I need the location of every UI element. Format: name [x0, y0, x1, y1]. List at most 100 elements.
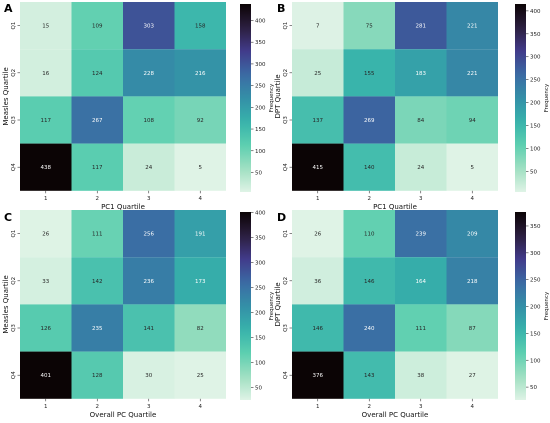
panel-letter: B: [277, 2, 285, 15]
cell-value-label: 109: [92, 24, 103, 30]
cell-value-label: 108: [144, 118, 155, 124]
colorbar: [240, 212, 251, 400]
heatmap-cell: [343, 2, 395, 50]
heatmap-cell: [343, 96, 395, 144]
cell-value-label: 15: [42, 24, 49, 30]
heatmap-cell: [174, 2, 226, 50]
panel-letter: C: [4, 211, 12, 224]
y-tick-label: Q1: [11, 22, 17, 30]
cell-value-label: 26: [314, 232, 321, 238]
cell-value-label: 235: [92, 326, 103, 332]
cell-value-label: 221: [467, 71, 478, 77]
heatmap-cell: [292, 257, 344, 305]
cell-value-label: 146: [364, 279, 375, 285]
heatmap-cell: [343, 351, 395, 399]
heatmap-cell: [123, 304, 175, 352]
heatmap-cell: [446, 143, 498, 191]
colorbar-tick-label: 50: [255, 386, 262, 392]
y-tick-label: Q2: [283, 277, 289, 285]
cell-value-label: 142: [92, 279, 103, 285]
heatmap-cell: [123, 96, 175, 144]
y-tick-label: Q4: [283, 371, 289, 379]
colorbar-label: Frequency: [269, 83, 275, 112]
x-tick-label: 2: [96, 404, 100, 410]
heatmap-cell: [20, 210, 72, 258]
colorbar-tick-label: 400: [255, 18, 266, 24]
cell-value-label: 75: [366, 24, 373, 30]
x-tick-label: 2: [368, 404, 372, 410]
cell-value-label: 36: [314, 279, 321, 285]
cell-value-label: 84: [417, 118, 424, 124]
heatmap-cell: [343, 210, 395, 258]
colorbar: [515, 212, 526, 400]
y-tick-label: Q1: [283, 22, 289, 30]
cell-value-label: 164: [416, 279, 427, 285]
cell-value-label: 117: [41, 118, 52, 124]
cell-value-label: 143: [364, 373, 375, 379]
colorbar-tick-label: 100: [255, 361, 266, 367]
cell-value-label: 111: [92, 232, 103, 238]
cell-value-label: 140: [364, 165, 375, 171]
x-axis-label: Overall PC Quartile: [90, 411, 157, 419]
cell-value-label: 7: [316, 24, 320, 30]
cell-value-label: 24: [417, 165, 424, 171]
heatmap-cell: [123, 143, 175, 191]
x-axis-label: PC1 Quartile: [101, 203, 145, 211]
x-tick-label: 2: [96, 196, 100, 202]
heatmap-cell: [123, 351, 175, 399]
y-tick-label: Q3: [11, 116, 17, 124]
cell-value-label: 146: [313, 326, 324, 332]
y-tick-label: Q4: [11, 163, 17, 171]
x-tick-label: 2: [368, 196, 372, 202]
heatmap-cell: [446, 351, 498, 399]
colorbar-tick-label: 150: [255, 127, 266, 133]
cell-value-label: 376: [313, 373, 324, 379]
cell-value-label: 117: [92, 165, 103, 171]
heatmap-cell: [343, 143, 395, 191]
cell-value-label: 30: [145, 373, 152, 379]
x-tick-label: 3: [147, 196, 151, 202]
cell-value-label: 269: [364, 118, 375, 124]
cell-value-label: 124: [92, 71, 103, 77]
heatmap-cell: [174, 257, 226, 305]
x-tick-label: 4: [199, 196, 203, 202]
colorbar-tick-label: 100: [530, 146, 541, 152]
heatmap-cell: [395, 96, 447, 144]
cell-value-label: 25: [314, 71, 321, 77]
colorbar: [240, 4, 251, 192]
heatmap-cell: [71, 257, 123, 305]
cell-value-label: 94: [469, 118, 476, 124]
y-axis-label: DPT Quartile: [274, 282, 282, 326]
cell-value-label: 218: [467, 279, 478, 285]
heatmap-cell: [343, 304, 395, 352]
cell-value-label: 209: [467, 232, 478, 238]
y-tick-label: Q3: [11, 324, 17, 332]
heatmap-cell: [446, 257, 498, 305]
heatmap-cell: [20, 304, 72, 352]
heatmap-cell: [446, 2, 498, 50]
x-axis-label: Overall PC Quartile: [362, 411, 429, 419]
heatmap-cell: [395, 143, 447, 191]
colorbar-tick-label: 50: [530, 169, 537, 175]
colorbar-tick-label: 200: [530, 305, 541, 311]
x-tick-label: 4: [199, 404, 203, 410]
cell-value-label: 183: [416, 71, 427, 77]
heatmap-cell: [20, 49, 72, 97]
y-tick-label: Q4: [283, 163, 289, 171]
heatmap-cell: [123, 49, 175, 97]
y-tick-label: Q2: [11, 69, 17, 77]
y-axis-label: DPT Quartile: [274, 74, 282, 118]
cell-value-label: 303: [144, 24, 155, 30]
cell-value-label: 25: [197, 373, 204, 379]
heatmap-cell: [71, 2, 123, 50]
cell-value-label: 126: [41, 326, 52, 332]
heatmap-cell: [292, 2, 344, 50]
cell-value-label: 27: [469, 373, 476, 379]
cell-value-label: 33: [42, 279, 49, 285]
panel-letter: A: [4, 2, 13, 15]
colorbar-tick-label: 100: [255, 149, 266, 155]
colorbar-label: Frequency: [269, 291, 275, 320]
